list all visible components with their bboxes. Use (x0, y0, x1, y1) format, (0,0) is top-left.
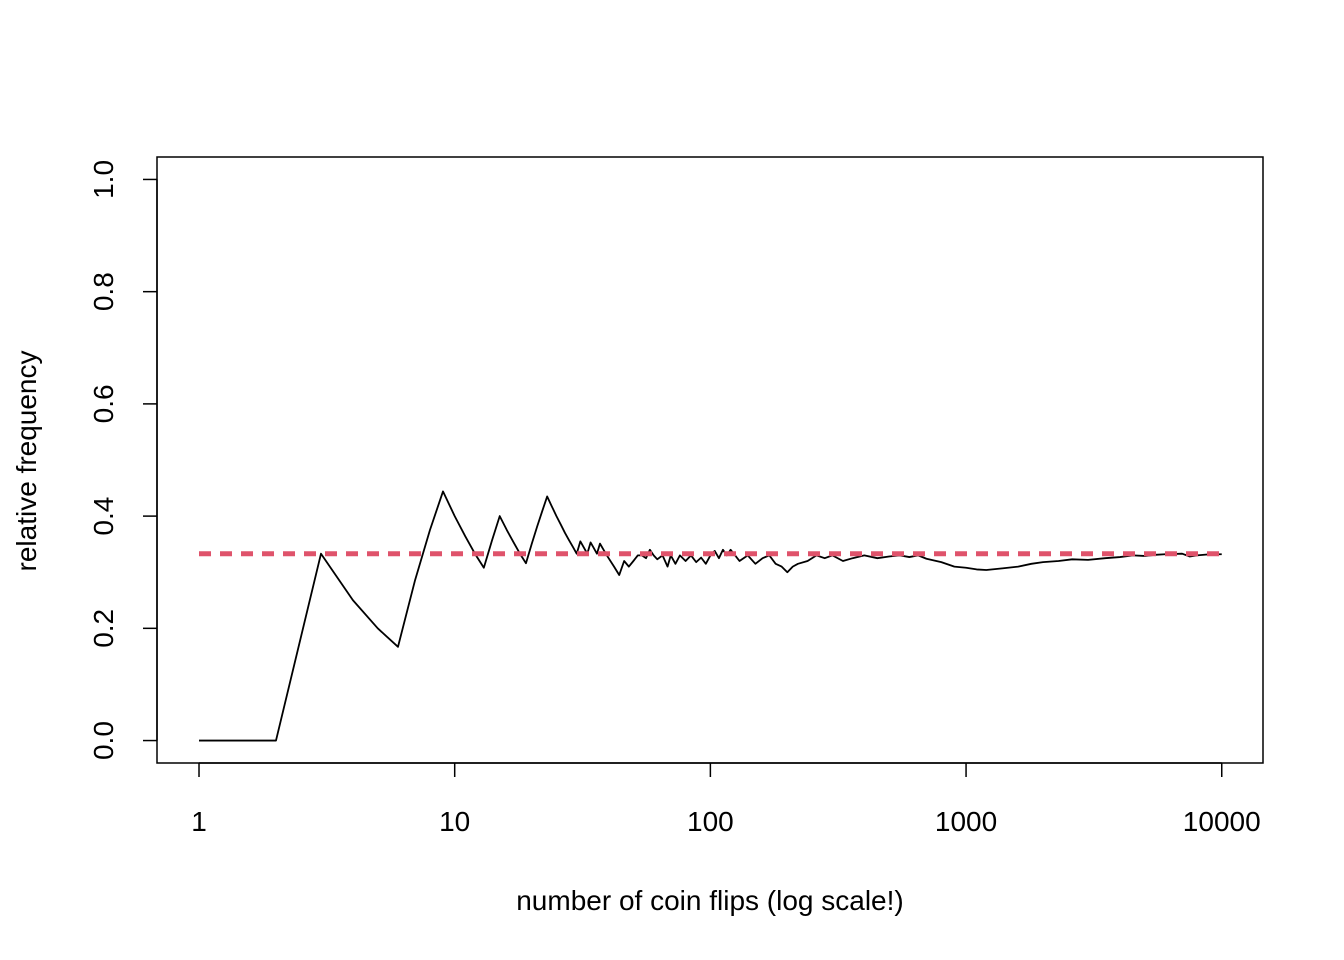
frequency-line (199, 490, 1222, 742)
y-axis-title: relative frequency (11, 350, 42, 571)
x-tick-label: 1 (191, 806, 207, 837)
y-tick-label: 0.8 (88, 272, 119, 311)
y-tick-label: 1.0 (88, 160, 119, 199)
x-tick-label: 10000 (1183, 806, 1261, 837)
x-axis-title: number of coin flips (log scale!) (516, 885, 904, 916)
series-layer (199, 490, 1222, 742)
plot-frame (156, 156, 1264, 764)
y-tick-label: 0.2 (88, 609, 119, 648)
y-tick-label: 0.4 (88, 497, 119, 536)
x-tick-label: 10 (439, 806, 470, 837)
y-axis: 0.0 0.2 0.4 0.6 0.8 1.0 (88, 160, 158, 760)
y-tick-label: 0.0 (88, 721, 119, 760)
y-tick-label: 0.6 (88, 384, 119, 423)
x-tick-label: 1000 (935, 806, 997, 837)
x-axis: 1 10 100 1000 10000 (191, 762, 1261, 837)
x-tick-label: 100 (687, 806, 734, 837)
